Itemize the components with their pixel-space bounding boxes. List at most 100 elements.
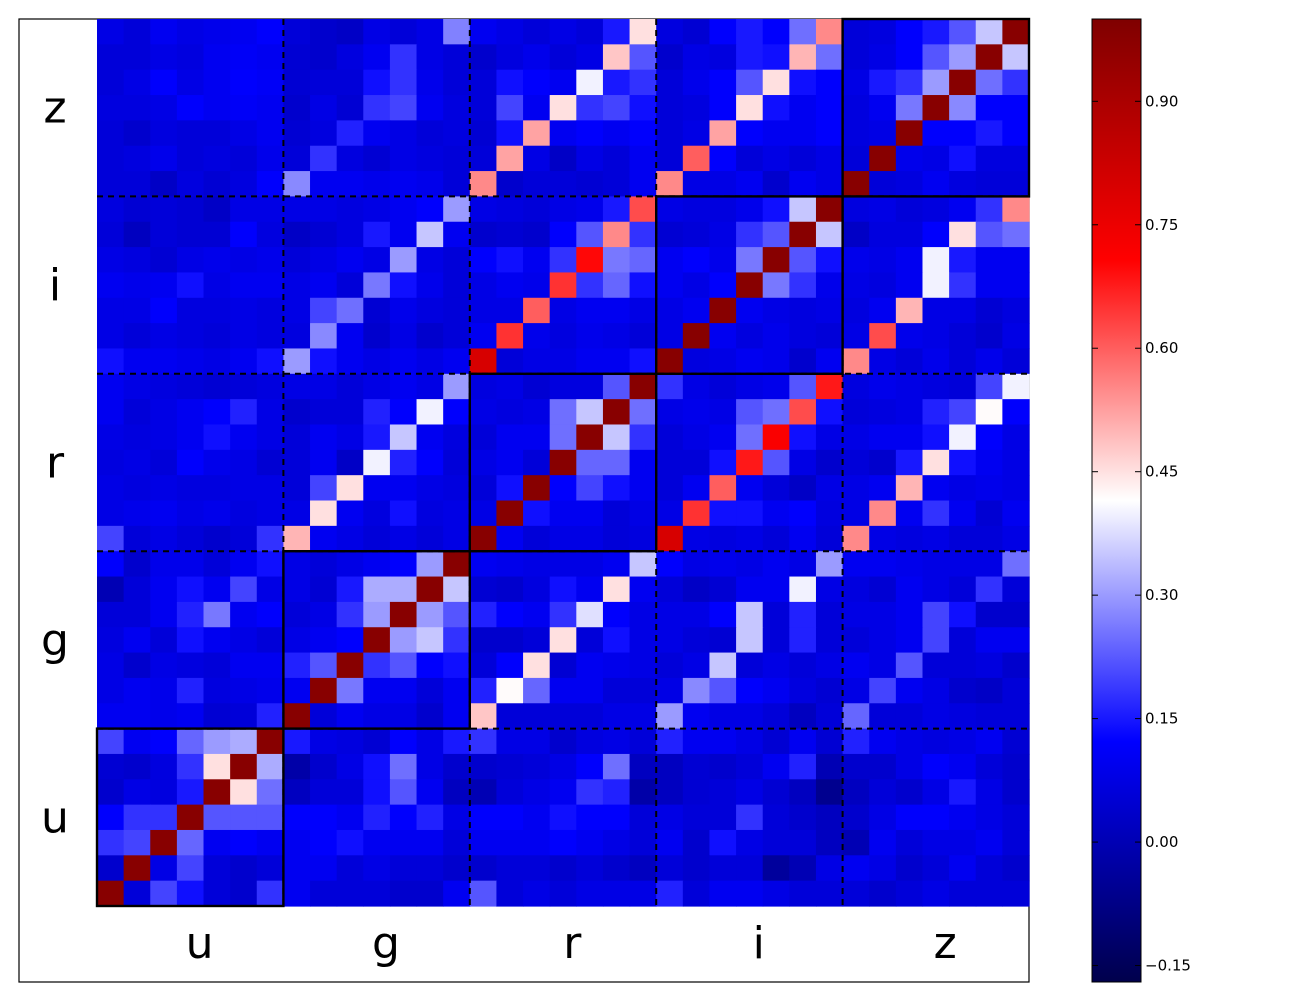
heatmap-cell bbox=[869, 373, 897, 400]
heatmap-cell bbox=[975, 551, 1003, 578]
heatmap-cell bbox=[150, 247, 178, 274]
heatmap-cell bbox=[283, 855, 311, 882]
heatmap-cell bbox=[389, 373, 418, 400]
heatmap-cell bbox=[363, 399, 391, 426]
heatmap-cell bbox=[176, 120, 205, 147]
heatmap-cell bbox=[709, 95, 737, 121]
heatmap-cell bbox=[310, 500, 338, 527]
heatmap-cell bbox=[389, 19, 418, 45]
heatmap-cell bbox=[682, 551, 711, 578]
heatmap-cell bbox=[656, 272, 684, 299]
heatmap-cell bbox=[1002, 576, 1030, 603]
heatmap-cell bbox=[256, 145, 284, 172]
heatmap-cell bbox=[922, 424, 950, 451]
heatmap-cell bbox=[310, 551, 338, 578]
heatmap-cell bbox=[283, 272, 311, 299]
heatmap-cell bbox=[656, 475, 684, 502]
heatmap-cell bbox=[469, 753, 498, 780]
heatmap-cell bbox=[363, 829, 391, 856]
heatmap-cell bbox=[123, 475, 151, 502]
heatmap-cell bbox=[656, 500, 684, 527]
heatmap-cell bbox=[1002, 551, 1030, 578]
heatmap-cell bbox=[496, 551, 524, 578]
heatmap-cell bbox=[97, 880, 125, 907]
heatmap-cell bbox=[895, 373, 924, 400]
heatmap-cell bbox=[203, 95, 231, 121]
heatmap-cell bbox=[975, 19, 1003, 45]
heatmap-cell bbox=[256, 247, 284, 274]
heatmap-cell bbox=[869, 69, 897, 96]
heatmap-cell bbox=[895, 424, 924, 451]
heatmap-cell bbox=[682, 525, 711, 552]
heatmap-cell bbox=[762, 297, 790, 324]
heatmap-cell bbox=[469, 804, 498, 831]
heatmap-cell bbox=[869, 449, 897, 476]
heatmap-cell bbox=[283, 576, 311, 603]
heatmap-cell bbox=[549, 677, 577, 704]
heatmap-cell bbox=[949, 728, 977, 755]
heatmap-cell bbox=[363, 576, 391, 603]
heatmap-cell bbox=[389, 627, 418, 654]
heatmap-cell bbox=[389, 348, 418, 375]
heatmap-cell bbox=[762, 424, 790, 451]
heatmap-cell bbox=[496, 323, 524, 350]
heatmap-cell bbox=[736, 880, 764, 907]
heatmap-cell bbox=[523, 348, 551, 375]
heatmap-cell bbox=[576, 855, 604, 882]
heatmap-cell bbox=[975, 44, 1003, 71]
heatmap-cell bbox=[736, 221, 764, 248]
heatmap-cell bbox=[256, 221, 284, 248]
heatmap-cell bbox=[789, 69, 817, 96]
heatmap-cell bbox=[549, 424, 577, 451]
heatmap-cell bbox=[895, 880, 924, 907]
heatmap-cell bbox=[176, 247, 205, 274]
heatmap-cell bbox=[576, 196, 604, 223]
heatmap-cell bbox=[310, 272, 338, 299]
heatmap-cell bbox=[922, 449, 950, 476]
heatmap-cell bbox=[469, 601, 498, 628]
heatmap-cell bbox=[949, 348, 977, 375]
heatmap-cell bbox=[416, 171, 444, 197]
heatmap-cell bbox=[443, 247, 471, 274]
heatmap-cell bbox=[496, 120, 524, 147]
heatmap-cell bbox=[230, 652, 258, 679]
heatmap-cell bbox=[682, 323, 711, 350]
heatmap-cell bbox=[842, 601, 870, 628]
heatmap-cell bbox=[975, 272, 1003, 299]
heatmap-cell bbox=[656, 69, 684, 96]
heatmap-cell bbox=[789, 449, 817, 476]
heatmap-cell bbox=[310, 196, 338, 223]
heatmap-cells bbox=[97, 19, 1030, 907]
heatmap-cell bbox=[762, 576, 790, 603]
heatmap-cell bbox=[922, 399, 950, 426]
heatmap-cell bbox=[336, 247, 364, 274]
heatmap-cell bbox=[256, 475, 284, 502]
heatmap-cell bbox=[682, 373, 711, 400]
heatmap-cell bbox=[283, 120, 311, 147]
heatmap-cell bbox=[842, 703, 870, 730]
heatmap-cell bbox=[523, 677, 551, 704]
heatmap-cell bbox=[602, 829, 631, 856]
heatmap-cell bbox=[203, 373, 231, 400]
heatmap-cell bbox=[389, 728, 418, 755]
heatmap-cell bbox=[176, 449, 205, 476]
heatmap-cell bbox=[602, 424, 631, 451]
heatmap-cell bbox=[709, 829, 737, 856]
heatmap-cell bbox=[416, 247, 444, 274]
heatmap-cell bbox=[549, 95, 577, 121]
heatmap-cell bbox=[922, 145, 950, 172]
heatmap-cell bbox=[389, 44, 418, 71]
heatmap-cell bbox=[602, 728, 631, 755]
heatmap-cell bbox=[922, 221, 950, 248]
heatmap-cell bbox=[203, 576, 231, 603]
heatmap-cell bbox=[922, 703, 950, 730]
heatmap-cell bbox=[310, 221, 338, 248]
heatmap-cell bbox=[443, 196, 471, 223]
heatmap-cell bbox=[230, 728, 258, 755]
heatmap-cell bbox=[869, 728, 897, 755]
heatmap-cell bbox=[416, 829, 444, 856]
heatmap-cell bbox=[549, 171, 577, 197]
heatmap-cell bbox=[869, 677, 897, 704]
heatmap-cell bbox=[310, 171, 338, 197]
heatmap-cell bbox=[283, 95, 311, 121]
